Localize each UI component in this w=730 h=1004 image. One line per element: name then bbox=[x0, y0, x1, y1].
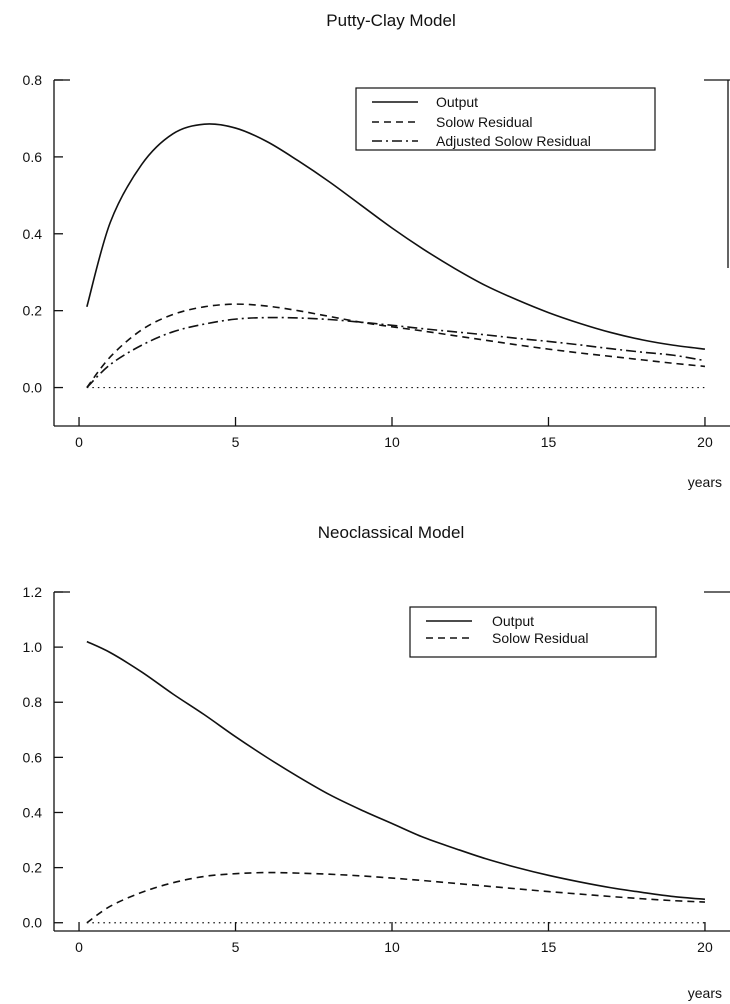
y-tick-label: 0.4 bbox=[23, 804, 43, 820]
y-tick-label: 0.2 bbox=[23, 303, 43, 319]
legend-box bbox=[409, 606, 657, 658]
x-axis-label: years bbox=[688, 474, 722, 490]
legend: Output Solow Residual Adjusted Solow Res… bbox=[355, 87, 656, 151]
chart-title: Neoclassical Model bbox=[318, 523, 464, 542]
putty-clay-panel: Putty-Clay Model 0.0 0.2 0.4 0.6 0.8 0 5 10 15 20… bbox=[23, 11, 730, 490]
chart-title: Putty-Clay Model bbox=[326, 11, 455, 30]
x-tick-label: 15 bbox=[541, 434, 557, 450]
y-tick-label: 1.2 bbox=[23, 584, 43, 600]
y-tick-label: 0.2 bbox=[23, 860, 43, 876]
legend-label-output: Output bbox=[492, 613, 534, 629]
y-tick-label: 0.8 bbox=[23, 72, 43, 88]
x-tick-label: 20 bbox=[697, 434, 713, 450]
y-tick-label: 0.6 bbox=[23, 749, 43, 765]
series-line-output bbox=[86, 123, 706, 350]
series-line-adjusted-solow-residual bbox=[86, 316, 706, 389]
series-line-solow-residual bbox=[86, 303, 706, 389]
legend-label-output: Output bbox=[436, 94, 478, 110]
axes: 0.0 0.2 0.4 0.6 0.8 1.0 1.2 0 5 10 15 20 bbox=[23, 584, 730, 955]
x-tick-label: 0 bbox=[75, 939, 83, 955]
legend-label-solow-residual: Solow Residual bbox=[492, 630, 589, 646]
legend-label-adjusted-solow-residual: Adjusted Solow Residual bbox=[436, 133, 591, 149]
y-tick-label: 0.6 bbox=[23, 149, 43, 165]
legend: Output Solow Residual bbox=[409, 606, 657, 658]
x-tick-label: 10 bbox=[384, 939, 400, 955]
y-tick-label: 0.8 bbox=[23, 694, 43, 710]
y-tick-label: 0.0 bbox=[23, 380, 43, 396]
x-tick-label: 20 bbox=[697, 939, 713, 955]
y-tick-label: 0.4 bbox=[23, 226, 43, 242]
x-tick-label: 5 bbox=[232, 939, 240, 955]
axes: 0.0 0.2 0.4 0.6 0.8 0 5 10 15 20 bbox=[23, 72, 730, 450]
series-lines bbox=[86, 640, 706, 924]
series-lines bbox=[86, 123, 706, 389]
y-tick-label: 1.0 bbox=[23, 639, 43, 655]
x-tick-label: 5 bbox=[232, 434, 240, 450]
neoclassical-panel: Neoclassical Model 0.0 0.2 0.4 0.6 0.8 1.0 1.2… bbox=[23, 523, 730, 1001]
x-tick-label: 0 bbox=[75, 434, 83, 450]
series-line-output bbox=[86, 640, 706, 901]
legend-box bbox=[355, 87, 656, 151]
legend-label-solow-residual: Solow Residual bbox=[436, 114, 533, 130]
x-axis-label: years bbox=[688, 985, 722, 1001]
series-line-solow-residual bbox=[86, 871, 705, 924]
x-tick-label: 10 bbox=[384, 434, 400, 450]
x-tick-label: 15 bbox=[541, 939, 557, 955]
y-tick-label: 0.0 bbox=[23, 915, 43, 931]
